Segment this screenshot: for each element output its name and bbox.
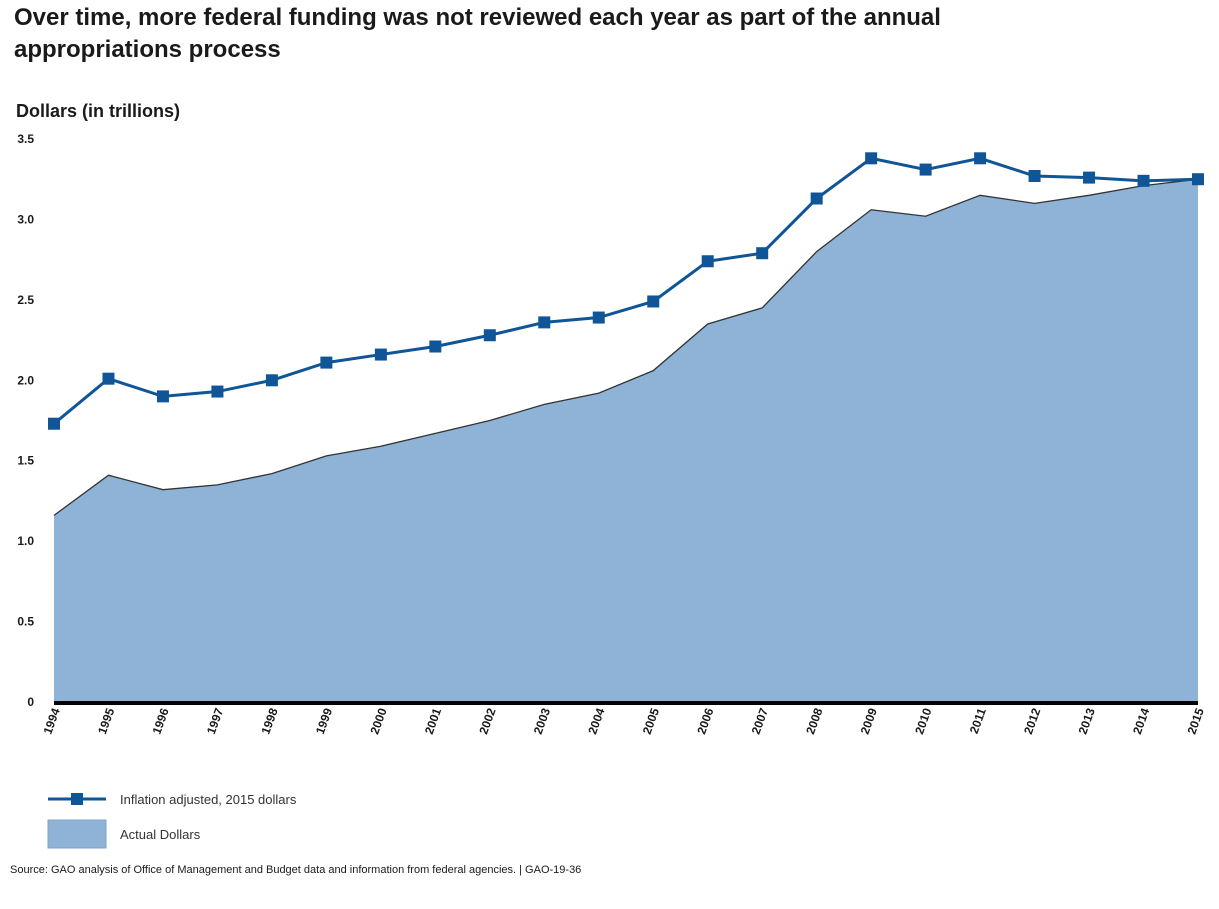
legend-label-actual: Actual Dollars <box>120 827 201 842</box>
data-marker-2014 <box>1137 174 1150 187</box>
data-marker-2002 <box>483 329 496 342</box>
chart-title: Over time, more federal funding was not … <box>14 4 941 63</box>
legend-label-inflation: Inflation adjusted, 2015 dollars <box>120 792 297 807</box>
legend-marker-swatch <box>71 793 83 805</box>
y-tick-label: 2.0 <box>17 373 34 387</box>
marker-layer <box>48 152 1204 430</box>
x-tick-label: 2005 <box>640 706 662 736</box>
data-marker-1996 <box>156 390 169 403</box>
data-marker-2011 <box>974 152 987 165</box>
legend-area-swatch <box>47 819 107 849</box>
y-tick-label: 3.5 <box>17 132 34 146</box>
x-tick-label: 2014 <box>1130 706 1152 736</box>
x-tick-label: 2000 <box>367 706 389 736</box>
x-tick-label: 1994 <box>41 706 63 736</box>
data-marker-2000 <box>374 348 387 361</box>
x-tick-label: 2013 <box>1076 706 1098 736</box>
y-tick-label: 0 <box>27 695 34 709</box>
y-axis-ticks: 0 0.5 1.0 1.5 2.0 2.5 3.0 3.5 <box>17 132 34 709</box>
area-top-edge <box>53 178 1199 516</box>
x-tick-label: 2006 <box>694 706 716 736</box>
data-marker-2015 <box>1192 173 1204 186</box>
data-marker-1998 <box>265 374 278 387</box>
x-tick-label: 1995 <box>95 706 117 736</box>
data-marker-2005 <box>647 295 660 308</box>
line-layer <box>53 156 1199 425</box>
data-marker-2003 <box>538 316 551 329</box>
x-tick-label: 2002 <box>476 706 498 736</box>
data-marker-1995 <box>102 372 115 385</box>
data-marker-2007 <box>756 247 769 260</box>
source-note: Source: GAO analysis of Office of Manage… <box>10 864 582 876</box>
y-axis-label: Dollars (in trillions) <box>16 101 180 121</box>
data-marker-2009 <box>865 152 878 165</box>
x-tick-label: 1998 <box>258 706 280 736</box>
y-tick-label: 0.5 <box>17 615 34 629</box>
x-axis-ticks: 1994 1995 1996 1997 1998 1999 2000 2001 2002 2003… <box>41 706 1207 736</box>
x-tick-label: 2012 <box>1021 706 1043 736</box>
y-tick-label: 1.5 <box>17 454 34 468</box>
x-tick-label: 2009 <box>858 706 880 736</box>
legend: Inflation adjusted, 2015 dollars Actual … <box>47 792 297 849</box>
data-marker-2001 <box>429 340 442 353</box>
x-tick-label: 1997 <box>204 706 226 736</box>
x-tick-label: 2008 <box>803 706 825 736</box>
x-tick-label: 2003 <box>531 706 553 736</box>
x-tick-label: 2007 <box>749 706 771 736</box>
x-tick-label: 2001 <box>422 706 444 736</box>
data-marker-1997 <box>211 385 224 398</box>
data-marker-2006 <box>701 255 714 268</box>
x-tick-label: 2010 <box>912 706 934 736</box>
area-layer <box>53 178 1199 705</box>
data-marker-2012 <box>1028 169 1041 182</box>
y-tick-label: 1.0 <box>17 534 34 548</box>
data-marker-2004 <box>592 311 605 324</box>
x-tick-label: 1996 <box>149 706 171 736</box>
data-marker-2010 <box>919 163 932 176</box>
x-tick-label: 2011 <box>967 706 989 736</box>
x-tick-label: 1999 <box>313 706 335 736</box>
data-marker-2013 <box>1083 171 1096 184</box>
data-marker-2008 <box>810 192 823 205</box>
data-marker-1994 <box>48 417 60 430</box>
y-tick-label: 3.0 <box>17 212 34 226</box>
area-actual-dollars <box>54 179 1198 702</box>
x-tick-label: 2015 <box>1185 706 1207 736</box>
y-tick-label: 2.5 <box>17 293 34 307</box>
x-tick-label: 2004 <box>585 706 607 736</box>
line-inflation-adjusted <box>53 156 1199 425</box>
data-marker-1999 <box>320 356 333 369</box>
